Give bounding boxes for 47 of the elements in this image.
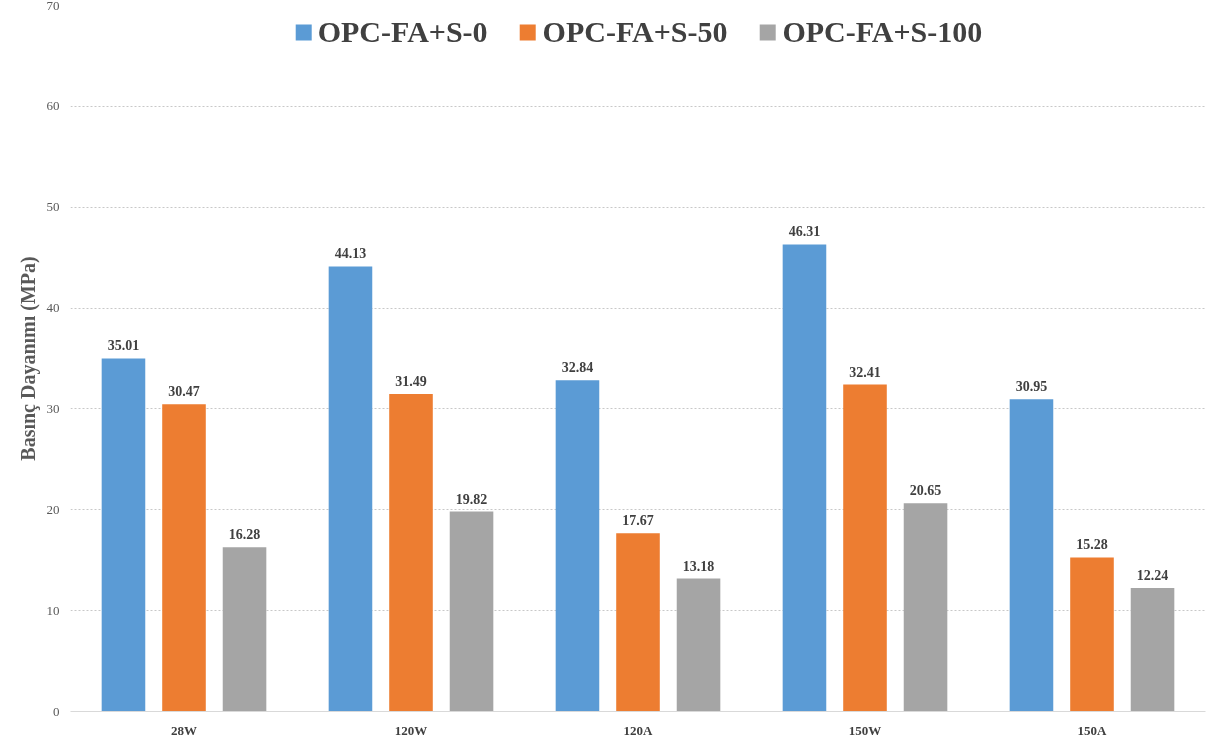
bar: [1009, 399, 1054, 712]
data-label: 15.28: [1076, 537, 1108, 553]
bar: [101, 358, 146, 712]
bar: [1130, 588, 1175, 712]
y-tick-label: 20: [46, 501, 60, 517]
x-tick-label: 120W: [394, 722, 428, 738]
data-label: 46.31: [788, 224, 821, 240]
y-tick-label: 70: [46, 0, 60, 13]
bar: [389, 393, 433, 712]
bar: [162, 404, 206, 712]
data-label: 32.41: [849, 364, 881, 380]
x-tick-label: 120A: [623, 722, 654, 738]
y-tick-label: 60: [46, 98, 60, 114]
data-label: 35.01: [107, 338, 140, 354]
bar: [222, 547, 267, 712]
x-tick-label: 150W: [848, 722, 882, 738]
y-tick-label: 50: [46, 199, 60, 215]
bar: [903, 503, 948, 712]
data-label: 30.95: [1015, 379, 1048, 395]
bar: [782, 244, 827, 712]
y-tick-label: 30: [46, 400, 60, 416]
x-tick-label: 150A: [1077, 722, 1108, 738]
legend-label: OPC-FA+S-100: [782, 15, 983, 49]
bar: [1070, 557, 1114, 712]
y-tick-label: 0: [53, 703, 60, 719]
bar: [555, 380, 600, 712]
data-label: 17.67: [622, 513, 654, 529]
data-label: 32.84: [561, 360, 594, 376]
bar: [676, 578, 721, 712]
data-label: 12.24: [1136, 568, 1169, 584]
data-label: 31.49: [395, 373, 427, 389]
data-label: 16.28: [228, 527, 261, 543]
legend-label: OPC-FA+S-50: [542, 15, 728, 49]
y-tick-label: 40: [46, 300, 60, 316]
bar: [328, 266, 373, 712]
data-label: 20.65: [909, 483, 942, 499]
data-label: 19.82: [455, 491, 488, 507]
data-label: 44.13: [334, 246, 367, 262]
bar: [449, 511, 494, 712]
x-tick-label: 28W: [171, 722, 197, 738]
y-tick-label: 10: [46, 602, 60, 618]
y-axis-title: Basınç Dayanımı (MPa): [16, 256, 40, 461]
data-label: 30.47: [168, 384, 200, 400]
data-label: 13.18: [682, 558, 715, 574]
bar: [843, 384, 887, 712]
legend-label: OPC-FA+S-0: [317, 15, 488, 49]
bar: [616, 533, 660, 712]
